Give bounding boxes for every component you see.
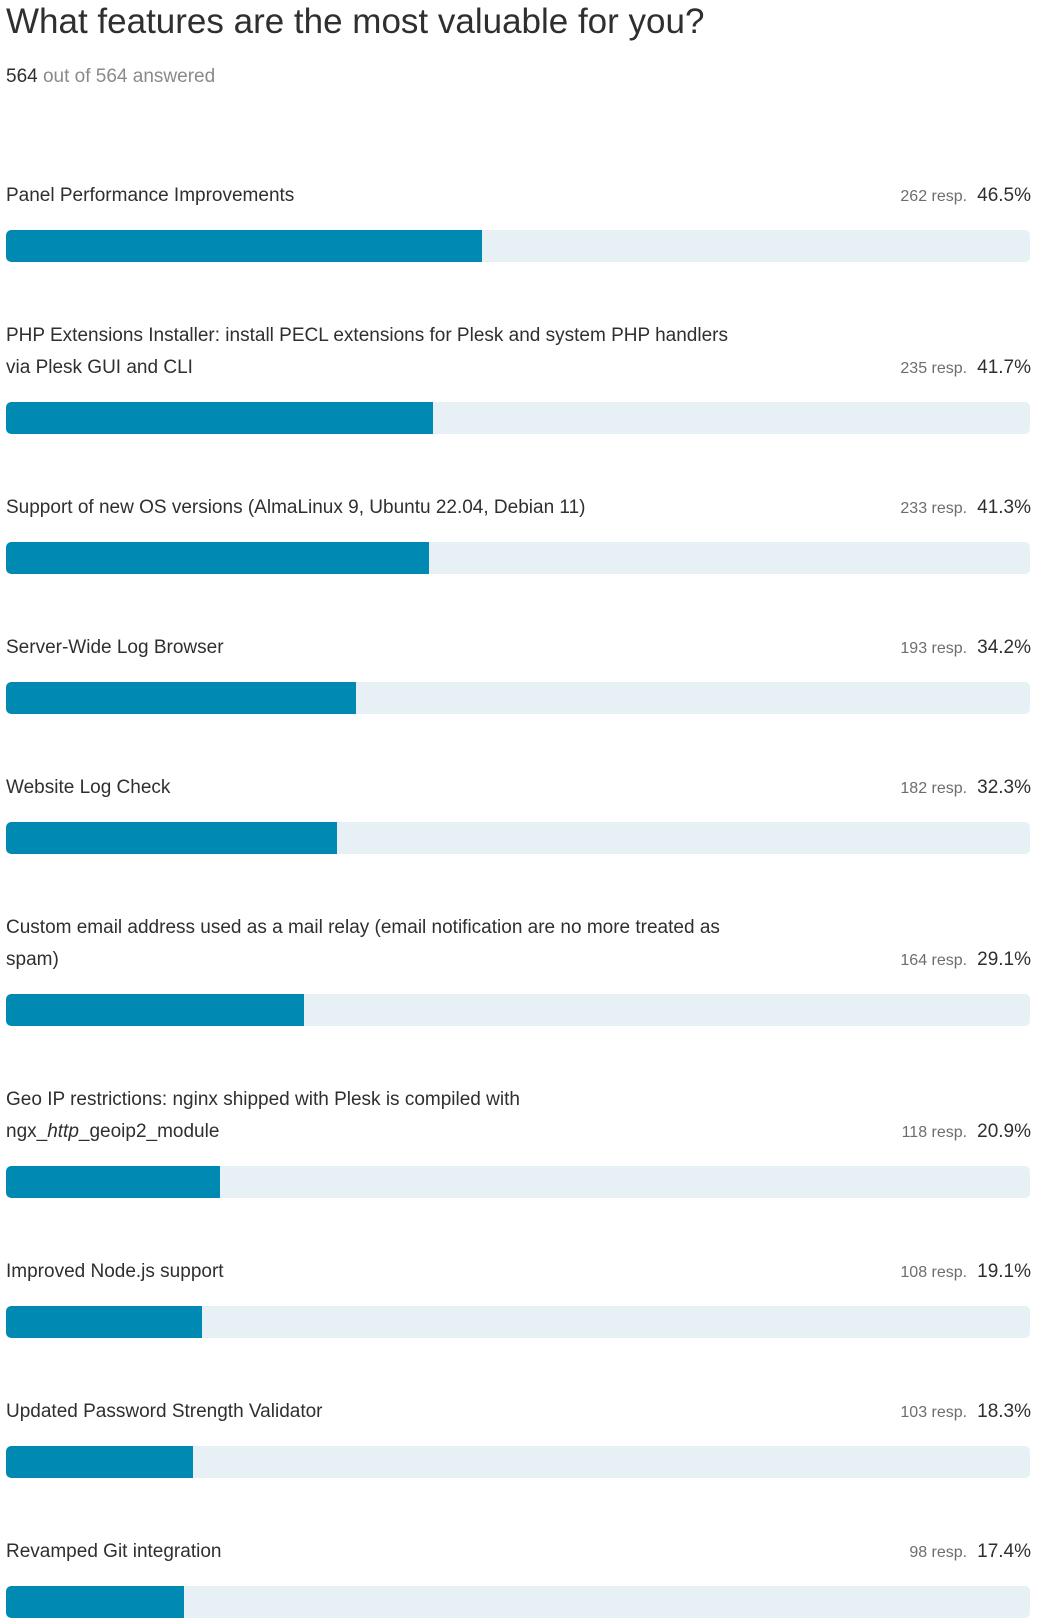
answered-count: 564 [6, 66, 38, 87]
feature-label: Revamped Git integration [6, 1536, 806, 1568]
percentage-label: 34.2% [977, 637, 1031, 658]
feature-stats: 193 resp. 34.2% [900, 632, 1031, 665]
response-count: 108 resp. [900, 1264, 968, 1281]
feature-label: PHP Extensions Installer: install PECL e… [6, 320, 806, 384]
label-fragment: ngx_ [6, 1121, 48, 1142]
feature-stats: 164 resp. 29.1% [900, 944, 1031, 977]
percentage-label: 32.3% [977, 777, 1031, 798]
response-count: 233 resp. [900, 500, 968, 517]
percentage-label: 41.7% [977, 357, 1031, 378]
bar-fill [6, 1586, 184, 1618]
feature-label: Support of new OS versions (AlmaLinux 9,… [6, 492, 806, 524]
feature-row: Improved Node.js support 108 resp. 19.1% [6, 1256, 1031, 1338]
feature-label: Improved Node.js support [6, 1256, 806, 1288]
feature-row: Updated Password Strength Validator 103 r… [6, 1396, 1031, 1478]
feature-label-line: ngx_http_geoip2_module [6, 1116, 806, 1148]
bar-track [6, 1586, 1030, 1618]
bar-fill [6, 1306, 202, 1338]
feature-stats: 233 resp. 41.3% [900, 492, 1031, 525]
percentage-label: 46.5% [977, 185, 1031, 206]
feature-label: Website Log Check [6, 772, 806, 804]
bar-fill [6, 1166, 220, 1198]
percentage-label: 20.9% [977, 1121, 1031, 1142]
response-count: 118 resp. [901, 1124, 968, 1141]
feature-row: Website Log Check 182 resp. 32.3% [6, 772, 1031, 854]
feature-label-line: Panel Performance Improvements [6, 185, 295, 206]
percentage-label: 19.1% [977, 1261, 1031, 1282]
label-fragment: _geoip2_module [78, 1121, 220, 1142]
response-count: 103 resp. [900, 1404, 968, 1421]
feature-label-line: Geo IP restrictions: nginx shipped with … [6, 1089, 520, 1110]
bar-track [6, 230, 1030, 262]
feature-label: Custom email address used as a mail rela… [6, 912, 806, 976]
feature-label-line: Support of new OS versions (AlmaLinux 9,… [6, 497, 586, 518]
bar-track [6, 822, 1030, 854]
response-count: 235 resp. [900, 360, 968, 377]
percentage-label: 41.3% [977, 497, 1031, 518]
feature-label-line: Revamped Git integration [6, 1541, 222, 1562]
feature-label-line: Updated Password Strength Validator [6, 1401, 323, 1422]
feature-stats: 108 resp. 19.1% [900, 1256, 1031, 1289]
feature-label-line: PHP Extensions Installer: install PECL e… [6, 325, 728, 346]
feature-row: Geo IP restrictions: nginx shipped with … [6, 1084, 1031, 1198]
feature-stats: 262 resp. 46.5% [900, 180, 1031, 213]
feature-label-line: Custom email address used as a mail rela… [6, 917, 720, 938]
bar-track [6, 682, 1030, 714]
bar-fill [6, 1446, 193, 1478]
feature-stats: 118 resp. 20.9% [902, 1116, 1031, 1149]
response-count: 182 resp. [900, 780, 968, 797]
feature-stats: 235 resp. 41.7% [900, 352, 1031, 385]
feature-label: Geo IP restrictions: nginx shipped with … [6, 1084, 806, 1148]
bar-fill [6, 994, 304, 1026]
question-title: What features are the most valuable for … [6, 2, 705, 41]
bar-track [6, 1446, 1030, 1478]
response-count: 98 resp. [909, 1544, 968, 1561]
bar-fill [6, 682, 356, 714]
answered-total-text: out of 564 answered [42, 66, 216, 87]
bar-fill [6, 822, 337, 854]
feature-row: PHP Extensions Installer: install PECL e… [6, 320, 1031, 434]
feature-label: Updated Password Strength Validator [6, 1396, 806, 1428]
feature-label-line: spam) [6, 949, 59, 970]
bar-track [6, 402, 1030, 434]
label-fragment-italic: http [47, 1121, 79, 1142]
response-count: 193 resp. [900, 640, 968, 657]
bar-track [6, 542, 1030, 574]
feature-label: Panel Performance Improvements [6, 180, 806, 212]
feature-row: Support of new OS versions (AlmaLinux 9,… [6, 492, 1031, 574]
bar-fill [6, 402, 433, 434]
response-count: 262 resp. [900, 188, 968, 205]
feature-label-line: Website Log Check [6, 777, 171, 798]
feature-row: Custom email address used as a mail rela… [6, 912, 1031, 1026]
feature-label: Server-Wide Log Browser [6, 632, 806, 664]
feature-row: Panel Performance Improvements 262 resp. 4… [6, 180, 1031, 262]
percentage-label: 18.3% [977, 1401, 1031, 1422]
bar-track [6, 1306, 1030, 1338]
feature-row: Server-Wide Log Browser 193 resp. 34.2% [6, 632, 1031, 714]
feature-stats: 103 resp. 18.3% [900, 1396, 1031, 1429]
feature-stats: 182 resp. 32.3% [900, 772, 1031, 805]
feature-stats: 98 resp. 17.4% [909, 1536, 1031, 1569]
feature-row: Revamped Git integration 98 resp. 17.4% [6, 1536, 1031, 1618]
feature-label-line: Server-Wide Log Browser [6, 637, 224, 658]
percentage-label: 29.1% [977, 949, 1031, 970]
feature-label-line: Improved Node.js support [6, 1261, 224, 1282]
bar-fill [6, 230, 482, 262]
percentage-label: 17.4% [977, 1541, 1031, 1562]
bar-track [6, 994, 1030, 1026]
bar-track [6, 1166, 1030, 1198]
bar-fill [6, 542, 429, 574]
answered-summary: 564 out of 564 answered [6, 64, 215, 90]
response-count: 164 resp. [900, 952, 968, 969]
feature-label-line: via Plesk GUI and CLI [6, 357, 193, 378]
